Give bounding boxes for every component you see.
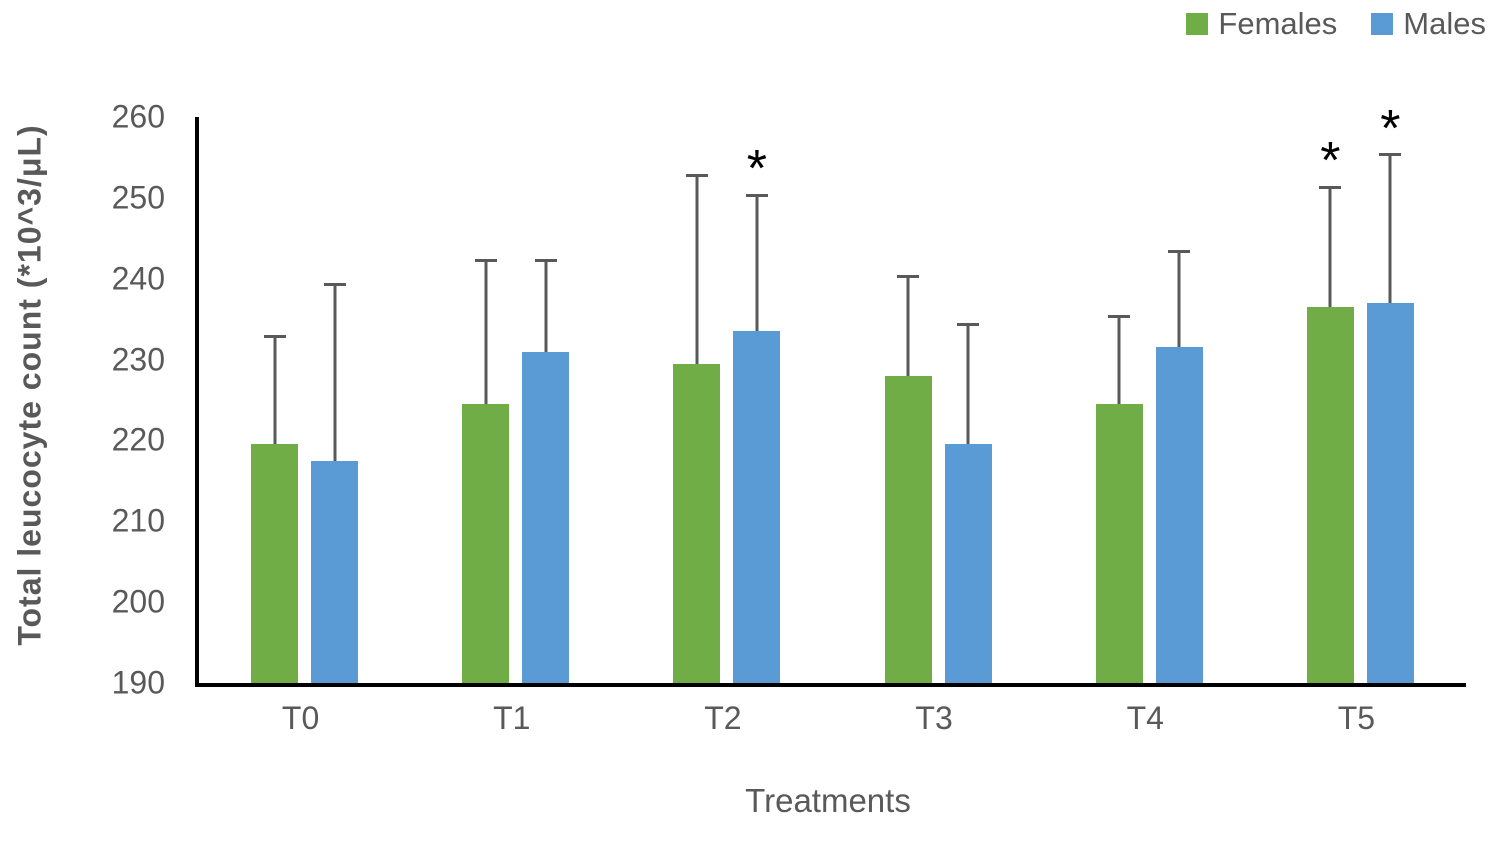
error-whisker [1328, 185, 1332, 308]
legend: Females Males [1186, 6, 1486, 42]
error-whisker [695, 173, 699, 364]
y-tick-label: 260 [111, 98, 165, 135]
bar-males-t1 [522, 258, 570, 683]
bar-group-t2: * [621, 117, 832, 683]
bar-group-t4 [1044, 117, 1255, 683]
error-cap [745, 193, 768, 197]
significance-asterisk: * [1320, 132, 1341, 191]
x-tick-label: T4 [1126, 700, 1164, 736]
males-swatch-icon [1371, 13, 1394, 35]
bar-group-t0 [199, 117, 410, 683]
error-whisker [966, 323, 970, 445]
x-tick-label: T2 [704, 700, 742, 736]
error-cap [685, 173, 708, 177]
error-cap [323, 282, 346, 286]
error-cap [1108, 315, 1131, 319]
plot-area: * * * [195, 103, 1466, 687]
bar-males-t4 [1155, 250, 1203, 683]
x-axis-tick-labels: T0 T1 T2 T3 T4 T5 [195, 700, 1462, 745]
significance-asterisk: * [746, 140, 768, 199]
x-tick-label: T5 [1337, 700, 1376, 736]
females-swatch-icon [1186, 13, 1209, 35]
bar-group-t5: * * [1255, 103, 1466, 683]
error-cap [897, 274, 920, 278]
error-whisker [273, 335, 277, 445]
error-whisker [544, 258, 548, 352]
y-tick-label: 190 [111, 664, 165, 701]
bar-females-t1 [462, 258, 510, 683]
y-tick-label: 230 [111, 341, 165, 378]
legend-label-females: Females [1218, 6, 1338, 41]
error-whisker [1117, 315, 1121, 405]
bar-males-t0 [311, 282, 359, 683]
x-tick-label: T1 [493, 700, 531, 736]
error-whisker [333, 282, 337, 461]
error-whisker [755, 193, 759, 332]
error-whisker [1177, 250, 1181, 348]
bar-females-t3 [884, 274, 932, 683]
legend-entry-females: Females [1186, 6, 1337, 42]
x-tick-label: T3 [915, 700, 953, 736]
error-cap [1319, 185, 1342, 189]
bar-males-t2: * [733, 144, 781, 683]
x-tick-label: T0 [281, 700, 320, 736]
bar-females-t4 [1095, 315, 1143, 683]
y-tick-label: 250 [111, 179, 165, 216]
error-cap [534, 258, 557, 262]
error-cap [1168, 250, 1191, 254]
bar-group-t3 [833, 117, 1044, 683]
bar-males-t5: * [1366, 103, 1414, 683]
bar-females-t2 [673, 173, 721, 683]
error-cap [1379, 153, 1402, 157]
y-tick-label: 240 [111, 260, 165, 297]
error-whisker [1388, 153, 1392, 303]
bar-females-t0 [251, 335, 299, 683]
bar-males-t3 [944, 323, 992, 683]
legend-entry-males: Males [1371, 6, 1486, 42]
legend-label-males: Males [1403, 6, 1486, 41]
error-cap [474, 258, 497, 262]
error-cap [263, 335, 286, 339]
bar-group-t1 [410, 117, 621, 683]
y-tick-label: 200 [111, 583, 165, 620]
x-axis-title: Treatments [745, 782, 911, 819]
error-cap [957, 323, 980, 327]
error-whisker [484, 258, 488, 405]
significance-asterisk: * [1380, 99, 1401, 158]
y-tick-label: 220 [111, 421, 165, 458]
y-axis-tick-labels: 190 200 210 220 230 240 250 260 [0, 99, 165, 701]
y-tick-label: 210 [111, 502, 165, 539]
error-whisker [906, 274, 910, 376]
bar-females-t5: * [1306, 136, 1354, 683]
